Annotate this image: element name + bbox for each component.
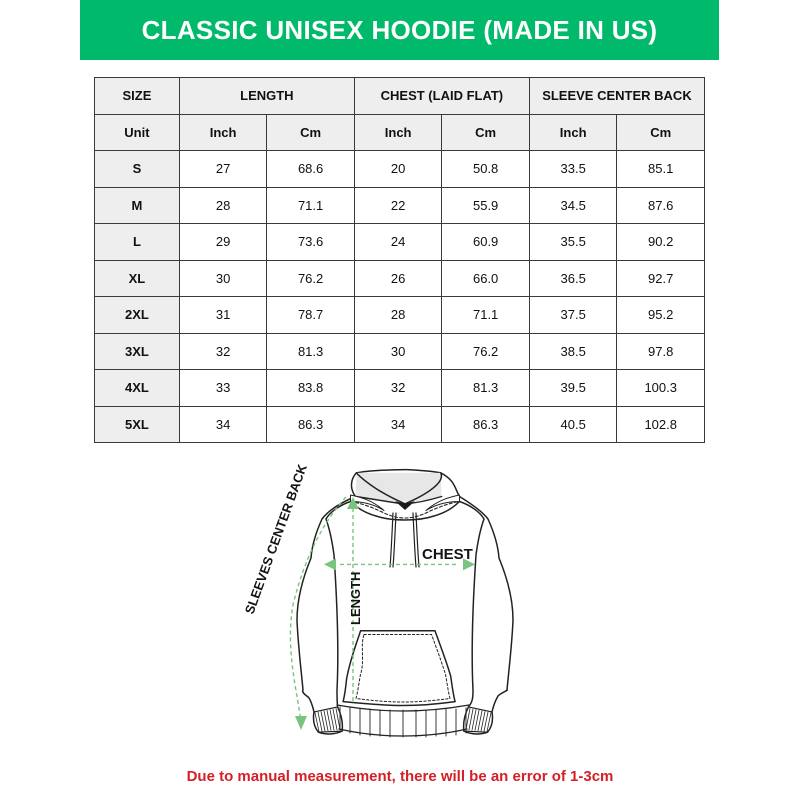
svg-text:CHEST: CHEST [422,546,473,563]
svg-text:LENGTH: LENGTH [348,572,363,625]
